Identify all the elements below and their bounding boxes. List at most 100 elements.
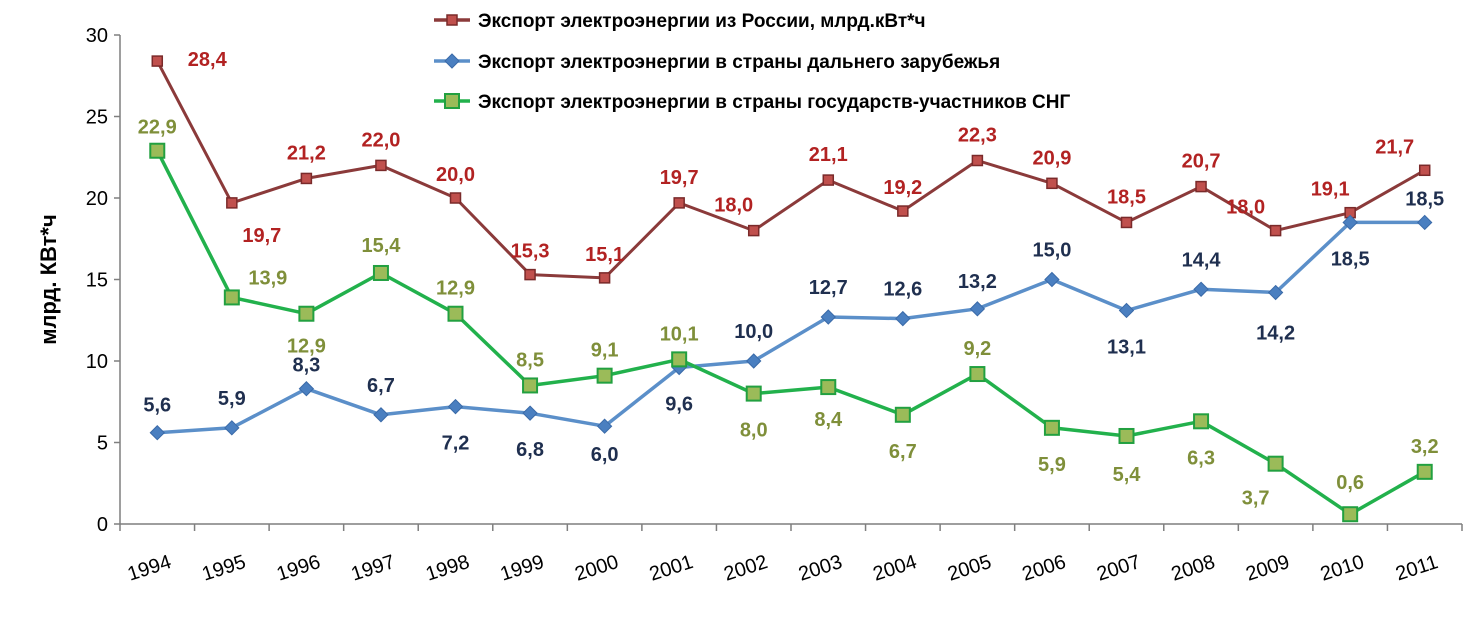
series-line bbox=[157, 220, 1425, 435]
data-label: 8,0 bbox=[740, 420, 768, 442]
x-tick-label: 2006 bbox=[1020, 551, 1069, 586]
data-label: 15,3 bbox=[511, 241, 550, 263]
data-label: 12,9 bbox=[436, 278, 475, 300]
x-tick-label: 1995 bbox=[199, 551, 248, 586]
data-point-marker bbox=[226, 197, 238, 209]
x-tick-label: 2010 bbox=[1318, 551, 1367, 586]
data-point-marker bbox=[300, 172, 313, 185]
data-point-marker bbox=[1267, 284, 1284, 301]
data-point-marker bbox=[1118, 302, 1135, 319]
data-label: 21,7 bbox=[1375, 136, 1414, 158]
data-label: 15,4 bbox=[361, 235, 401, 257]
y-tick-label: 5 bbox=[97, 433, 108, 455]
x-tick-label: 1994 bbox=[125, 551, 174, 586]
data-point-marker bbox=[447, 398, 464, 415]
data-label: 12,9 bbox=[287, 336, 326, 358]
data-label: 18,5 bbox=[1331, 248, 1370, 270]
data-label: 9,1 bbox=[591, 340, 619, 362]
data-point-marker bbox=[149, 425, 165, 441]
data-point-marker bbox=[449, 192, 462, 204]
legend: Экспорт электроэнергии из России, млрд.к… bbox=[434, 11, 1070, 113]
data-label: 20,7 bbox=[1182, 151, 1221, 173]
data-point-marker bbox=[897, 205, 909, 217]
data-label: 3,7 bbox=[1242, 488, 1270, 510]
x-tick-label: 2009 bbox=[1243, 551, 1292, 586]
data-label: 20,9 bbox=[1032, 147, 1071, 169]
data-point-marker bbox=[747, 224, 760, 237]
data-point-marker bbox=[522, 377, 539, 394]
data-point-marker bbox=[671, 351, 688, 368]
data-point-marker bbox=[1417, 214, 1433, 231]
data-markers bbox=[149, 55, 1433, 523]
data-label: 15,0 bbox=[1032, 240, 1071, 262]
x-tick-label: 1999 bbox=[498, 551, 547, 586]
data-point-marker bbox=[1193, 413, 1210, 430]
x-tick-label: 2001 bbox=[647, 551, 696, 586]
series-lines bbox=[155, 60, 1426, 516]
data-label: 19,1 bbox=[1311, 179, 1350, 201]
data-point-marker bbox=[969, 301, 986, 317]
data-label: 5,9 bbox=[1038, 454, 1066, 476]
data-point-marker bbox=[372, 264, 389, 281]
data-label: 20,0 bbox=[436, 164, 475, 186]
data-point-marker bbox=[1046, 177, 1058, 190]
y-tick-label: 0 bbox=[97, 514, 108, 536]
x-tick-label: 2008 bbox=[1169, 551, 1218, 586]
data-label: 9,6 bbox=[665, 394, 693, 416]
data-label: 13,9 bbox=[248, 267, 287, 289]
data-point-marker bbox=[298, 381, 315, 397]
data-label: 15,1 bbox=[585, 244, 624, 266]
x-tick-label: 1996 bbox=[274, 551, 323, 586]
data-point-marker bbox=[820, 379, 837, 396]
x-tick-label: 2002 bbox=[721, 551, 770, 586]
data-labels: 28,4 19,7 21,2 22,0 20,0 15,3 15,1 19,7 18,0 21,1… bbox=[138, 49, 1444, 510]
data-label: 8,4 bbox=[814, 409, 843, 431]
y-axis-label: млрд. КВт*ч bbox=[36, 214, 61, 344]
data-label: 19,2 bbox=[883, 177, 922, 199]
data-label: 18,0 bbox=[714, 195, 753, 217]
data-point-marker bbox=[1267, 455, 1284, 472]
legend-entry-label: Экспорт электроэнергии в страны государс… bbox=[478, 92, 1070, 113]
data-label: 6,8 bbox=[516, 439, 544, 461]
data-point-marker bbox=[1043, 419, 1060, 436]
data-label: 28,4 bbox=[188, 49, 228, 71]
legend-swatch-marker bbox=[444, 53, 460, 69]
data-point-marker bbox=[373, 407, 389, 423]
x-tick-label: 2004 bbox=[870, 551, 919, 586]
data-label: 13,1 bbox=[1107, 336, 1146, 358]
data-point-marker bbox=[223, 289, 240, 306]
data-label: 22,0 bbox=[361, 129, 400, 151]
data-point-marker bbox=[971, 154, 984, 167]
data-label: 14,4 bbox=[1182, 249, 1222, 271]
data-label: 18,5 bbox=[1405, 188, 1444, 210]
data-label: 6,3 bbox=[1187, 447, 1215, 469]
x-tick-label: 1997 bbox=[349, 551, 398, 586]
data-label: 0,6 bbox=[1336, 472, 1364, 494]
legend-swatch-marker bbox=[446, 14, 458, 26]
x-tick-label: 2011 bbox=[1393, 551, 1441, 585]
data-label: 9,2 bbox=[963, 338, 991, 360]
data-point-marker bbox=[1193, 281, 1209, 297]
data-point-marker bbox=[1120, 216, 1133, 229]
data-label: 10,1 bbox=[660, 323, 699, 345]
data-label: 18,0 bbox=[1226, 197, 1265, 219]
x-tick-label: 1998 bbox=[423, 551, 472, 586]
data-point-marker bbox=[820, 309, 836, 325]
y-tick-label: 20 bbox=[86, 188, 108, 210]
series-line bbox=[155, 60, 1426, 280]
data-point-marker bbox=[596, 418, 613, 434]
data-label: 5,4 bbox=[1113, 464, 1142, 486]
data-point-marker bbox=[1418, 164, 1431, 177]
data-point-marker bbox=[1342, 506, 1359, 523]
x-tick-label: 2007 bbox=[1094, 551, 1143, 586]
data-label: 6,7 bbox=[889, 441, 917, 463]
data-point-marker bbox=[447, 305, 464, 322]
data-point-marker bbox=[298, 305, 315, 322]
data-point-marker bbox=[1416, 463, 1433, 480]
data-label: 18,5 bbox=[1107, 186, 1146, 208]
data-point-marker bbox=[894, 406, 911, 423]
data-point-marker bbox=[149, 142, 166, 159]
data-label: 21,2 bbox=[287, 142, 326, 164]
legend-entry-label: Экспорт электроэнергии в страны дальнего… bbox=[478, 52, 1000, 73]
